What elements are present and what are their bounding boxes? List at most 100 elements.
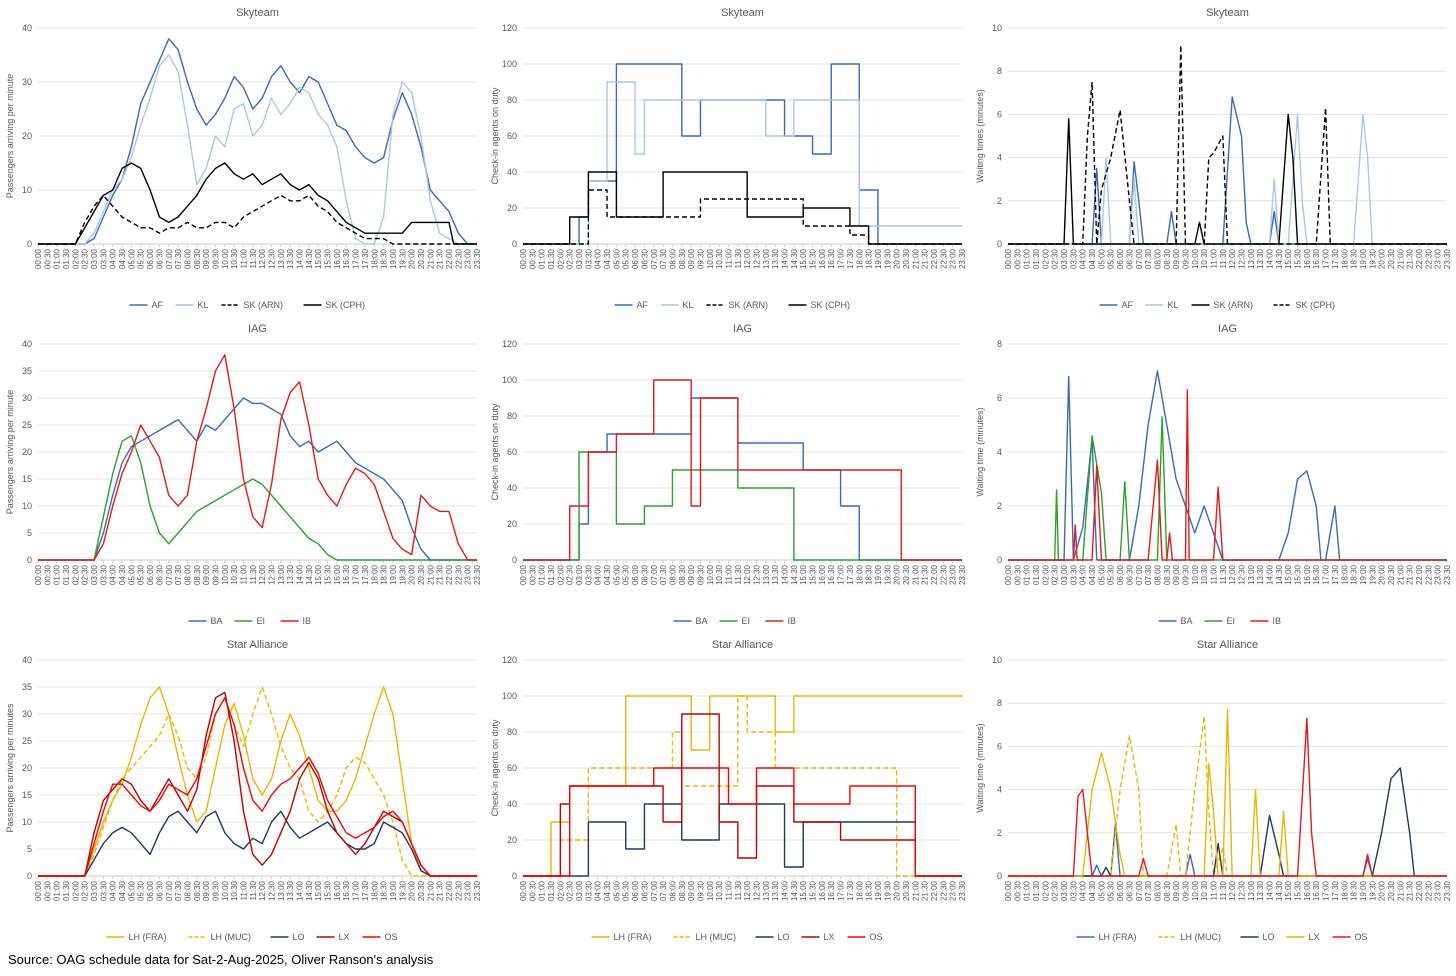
x-tick-label: 04:30 (118, 564, 127, 585)
y-axis-label: Waiting time (minutes) (975, 723, 985, 812)
y-tick-label: 4 (997, 447, 1002, 457)
x-tick-label: 03:30 (584, 248, 593, 269)
legend-label: LH (MUC) (696, 932, 737, 942)
x-tick-label: 09:00 (202, 880, 211, 901)
series-line-sk-arn- (38, 194, 477, 245)
x-tick-label: 11:30 (1219, 248, 1228, 268)
x-tick-label: 04:00 (594, 880, 603, 901)
chart-iag-arrivals: IAG Passengers arriving per minute 0 5 10 15 2… (5, 323, 482, 626)
x-tick-label: 01:00 (1023, 880, 1032, 901)
x-tick-label: 14:30 (305, 564, 314, 585)
x-tick-label: 14:30 (790, 880, 799, 901)
x-tick-label: 17:00 (1322, 880, 1331, 901)
x-tick-label: 10:30 (715, 564, 724, 585)
x-tick-label: 18:00 (370, 880, 379, 901)
x-tick-label: 10:30 (1200, 248, 1209, 269)
chart-title: Star Alliance (227, 639, 288, 651)
series-line-af (1008, 96, 1447, 245)
x-tick-label: 14:30 (1275, 880, 1284, 901)
series-line-os (38, 697, 477, 877)
x-tick-label: 08:00 (668, 880, 677, 901)
chart-panel-star-agents: Star Alliance Check-in agents on duty 0 20 4… (485, 632, 970, 948)
x-tick-label: 12:30 (268, 880, 277, 901)
legend-label: LX (1309, 932, 1320, 942)
chart-panel-iag-wait: IAG Waiting time (minutes) 0 2 4 6 8 00:00 00:30… (970, 316, 1455, 632)
x-tick-label: 11:30 (1219, 880, 1228, 900)
legend-label: KL (683, 300, 694, 310)
x-tick-label: 00:00 (34, 564, 43, 585)
x-tick-label: 19:00 (874, 248, 883, 269)
x-tick-label: 14:00 (781, 880, 790, 901)
y-tick-label: 0 (997, 871, 1002, 881)
y-tick-label: 5 (27, 528, 32, 538)
x-tick-label: 13:30 (286, 564, 295, 585)
x-tick-label: 04:00 (109, 880, 118, 901)
x-tick-label: 16:30 (342, 248, 351, 269)
x-tick-label: 16:00 (333, 248, 342, 269)
series-line-sk-cph- (38, 162, 477, 245)
y-tick-label: 10 (22, 817, 32, 827)
x-tick-label: 21:30 (1406, 248, 1415, 269)
y-tick-label: 20 (507, 203, 517, 213)
x-tick-label: 21:30 (436, 880, 445, 901)
x-tick-label: 00:00 (1004, 880, 1013, 901)
x-tick-label: 03:30 (99, 564, 108, 585)
x-tick-label: 07:30 (174, 564, 183, 585)
legend-label: EI (1227, 616, 1236, 626)
x-tick-label: 21:00 (911, 880, 920, 901)
x-tick-label: 17:30 (361, 564, 370, 585)
x-tick-label: 12:00 (1228, 248, 1237, 269)
x-tick-label: 07:00 (1135, 248, 1144, 269)
x-tick-label: 14:00 (1266, 564, 1275, 585)
x-tick-label: 03:30 (99, 248, 108, 269)
y-tick-label: 40 (22, 655, 32, 665)
x-tick-label: 07:00 (165, 564, 174, 585)
x-tick-label: 01:30 (547, 248, 556, 269)
x-tick-label: 05:00 (612, 880, 621, 901)
x-tick-label: 17:00 (352, 564, 361, 585)
x-tick-label: 02:00 (71, 248, 80, 269)
x-tick-label: 15:00 (314, 564, 323, 585)
x-tick-label: 10:00 (1191, 248, 1200, 269)
x-tick-label: 03:30 (584, 880, 593, 901)
x-tick-label: 18:00 (855, 880, 864, 901)
x-tick-label: 02:00 (71, 880, 80, 901)
x-tick-label: 13:30 (286, 880, 295, 901)
x-tick-label: 07:00 (1135, 564, 1144, 585)
x-tick-label: 05:30 (137, 880, 146, 901)
y-tick-label: 10 (22, 185, 32, 195)
legend-label: OS (870, 932, 883, 942)
x-tick-label: 00:30 (1013, 564, 1022, 585)
x-tick-label: 17:00 (837, 880, 846, 901)
x-tick-label: 04:30 (118, 248, 127, 269)
y-tick-label: 0 (27, 555, 32, 565)
x-tick-label: 19:30 (883, 248, 892, 269)
y-tick-label: 10 (992, 655, 1002, 665)
x-tick-label: 13:00 (762, 880, 771, 901)
x-tick-label: 21:30 (1406, 564, 1415, 585)
x-tick-label: 05:30 (1107, 248, 1116, 269)
y-tick-label: 6 (997, 393, 1002, 403)
x-tick-label: 04:00 (594, 564, 603, 585)
x-tick-label: 02:30 (1051, 880, 1060, 901)
x-tick-label: 14:00 (296, 564, 305, 585)
x-tick-label: 23:30 (473, 880, 482, 901)
x-tick-label: 00:30 (43, 248, 52, 269)
x-tick-label: 18:30 (865, 564, 874, 585)
x-tick-label: 08:00 (1153, 880, 1162, 901)
x-tick-label: 09:30 (1181, 248, 1190, 269)
x-tick-label: 09:00 (202, 564, 211, 585)
x-tick-label: 21:00 (1396, 880, 1405, 901)
x-tick-label: 09:00 (687, 564, 696, 585)
x-tick-label: 01:00 (1023, 564, 1032, 585)
x-tick-label: 16:00 (1303, 880, 1312, 901)
chart-star-arrivals: Star Alliance Passengers arriving per min… (5, 639, 482, 942)
x-tick-label: 04:30 (603, 564, 612, 585)
x-tick-label: 19:00 (389, 248, 398, 269)
x-tick-label: 16:00 (1303, 564, 1312, 585)
x-tick-label: 08:30 (678, 880, 687, 901)
x-tick-label: 16:30 (827, 564, 836, 585)
x-tick-label: 21:00 (911, 564, 920, 585)
series-line-lh-muc- (1008, 715, 1447, 877)
y-tick-label: 30 (22, 709, 32, 719)
